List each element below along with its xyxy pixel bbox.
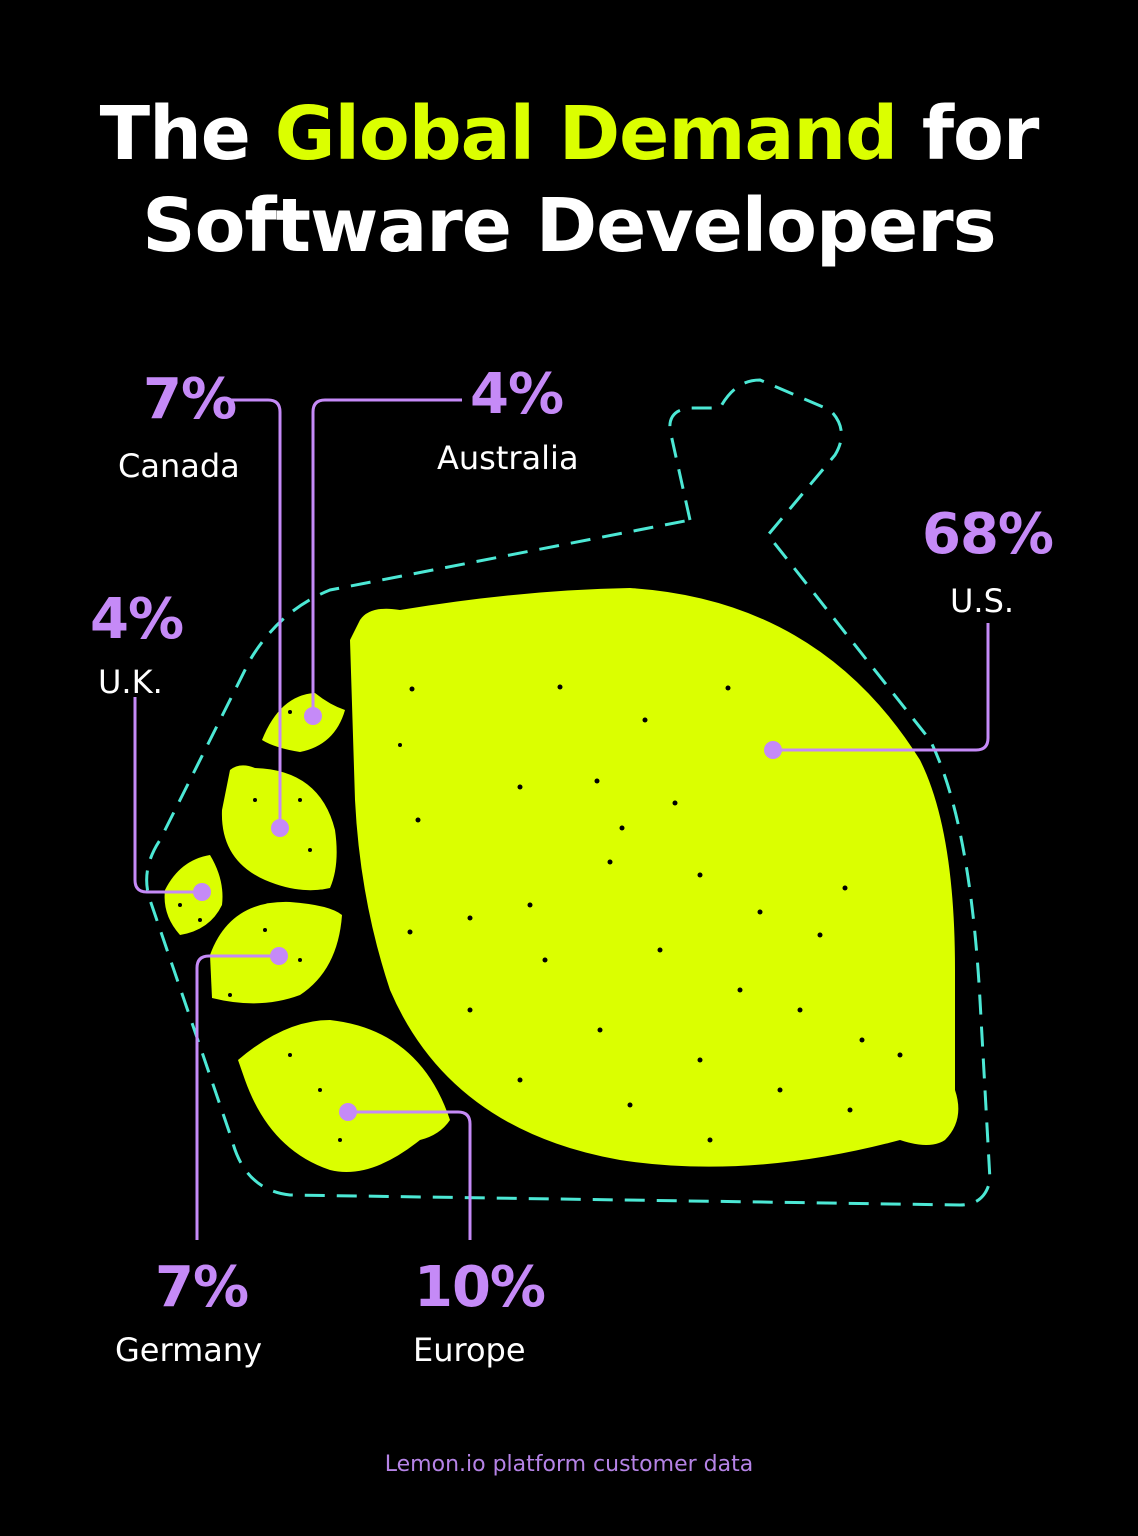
page-title: The Global Demand for Software Developer… [0, 88, 1138, 272]
leader-uk [133, 697, 202, 894]
dashed-outline [145, 378, 992, 1207]
us-percent: 68% [922, 502, 1054, 567]
lemon-texture-dots [178, 684, 903, 1143]
leader-germany [195, 954, 279, 1240]
title-suffix: for [897, 91, 1040, 177]
uk-label: U.K. [98, 663, 163, 701]
us-label: U.S. [950, 582, 1015, 620]
leader-europe [348, 1110, 472, 1240]
lemon-australia [262, 693, 345, 752]
uk-percent: 4% [90, 587, 184, 652]
europe-label: Europe [413, 1331, 526, 1369]
canada-percent: 7% [143, 367, 237, 432]
lemon-us [350, 588, 959, 1167]
leader-dots [193, 707, 782, 1121]
lemon-europe [238, 1020, 450, 1172]
source-footer: Lemon.io platform customer data [384, 1452, 754, 1477]
leader-canada [227, 398, 282, 828]
leader-australia [311, 398, 462, 716]
australia-percent: 4% [470, 362, 564, 427]
title-highlight: Global Demand [274, 91, 898, 177]
leader-us [773, 623, 990, 752]
title-line2: Software Developers [142, 183, 996, 269]
leader-lines [133, 398, 990, 1240]
germany-label: Germany [115, 1331, 263, 1369]
title-prefix: The [99, 91, 275, 177]
canada-label: Canada [118, 447, 240, 485]
europe-percent: 10% [414, 1255, 546, 1320]
germany-percent: 7% [155, 1255, 249, 1320]
australia-label: Australia [437, 439, 579, 477]
